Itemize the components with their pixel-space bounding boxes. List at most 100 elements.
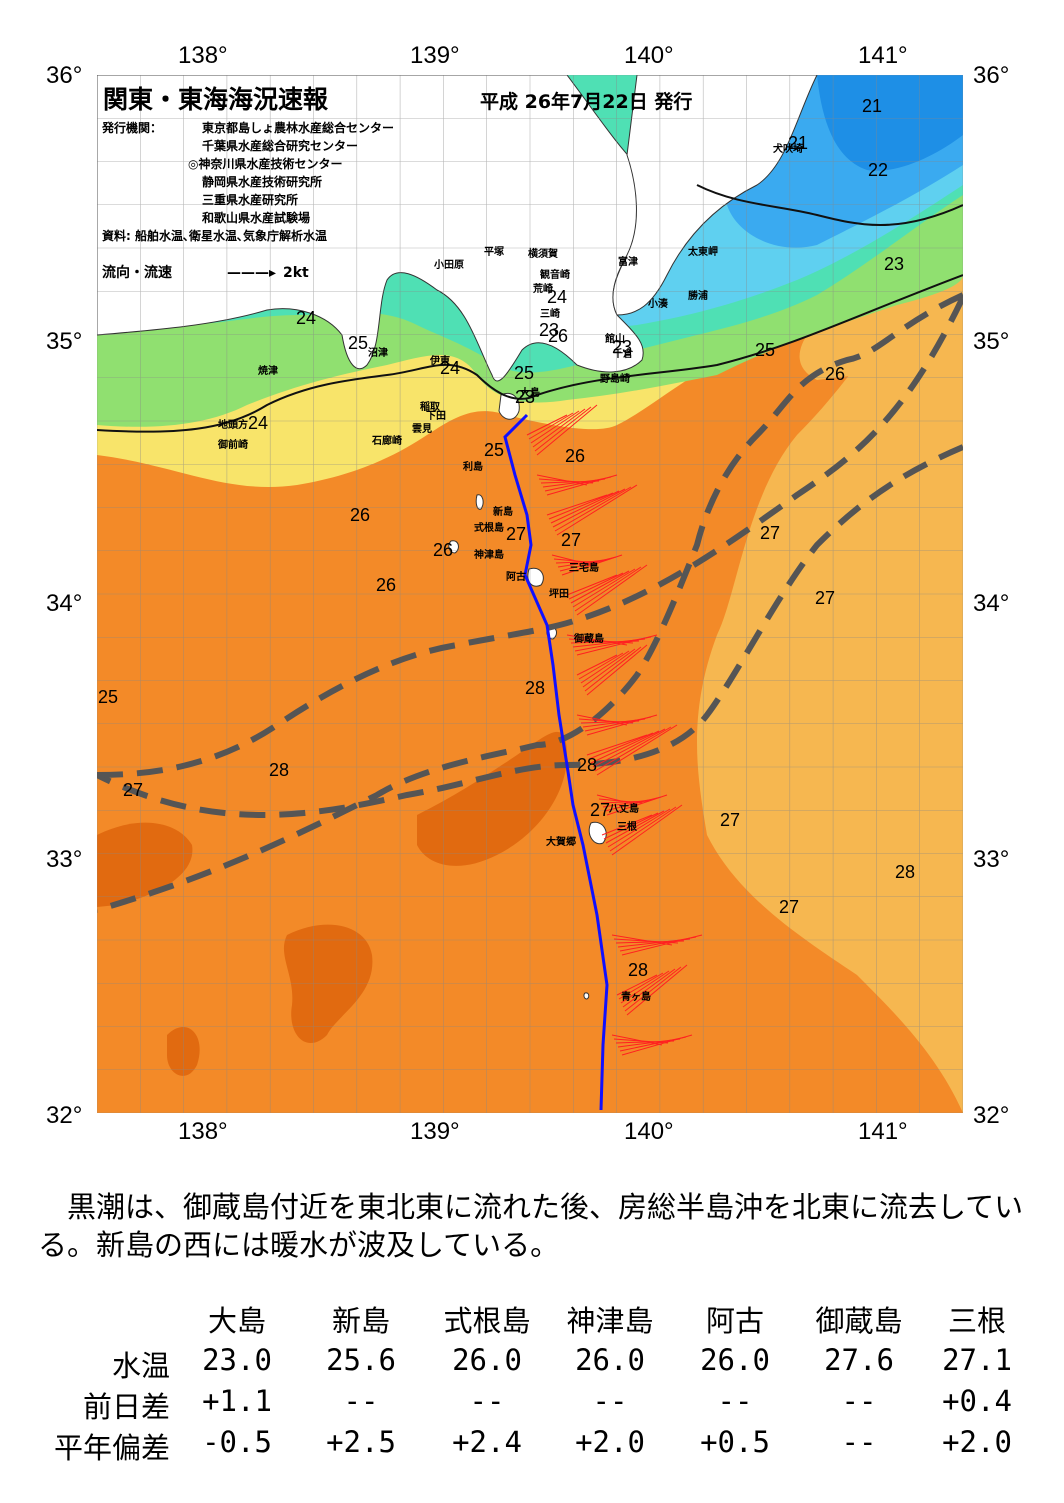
lat-lon-grid [97,75,963,1113]
place-label: 沼津 [368,348,388,359]
map-title: 関東・東海海況速報 [103,85,329,114]
isotherm-label: 27 [590,800,611,820]
place-label: 小湊 [648,299,668,310]
column-header: 式根島 [443,1304,531,1338]
place-label: 富津 [618,257,638,268]
current-vector [606,794,668,816]
current-vector [584,716,652,732]
current-vector [544,476,612,492]
table-cell: 27.1 [942,1343,1012,1377]
isotherm-label: 26 [433,540,454,560]
issuer-2: 千葉県水産総合研究センター [202,139,359,153]
place-label: 八丈島 [609,804,639,815]
isotherm-label: 27 [720,810,741,830]
current-vector [578,652,624,680]
lon-label-139-top: 139° [410,42,460,69]
isotherm-label: 24 [440,358,461,378]
lat-label-33-left: 33° [46,846,83,873]
isotherm-label: 22 [868,160,889,180]
land-aogashima [583,992,590,1000]
place-label: 阿古 [506,572,526,583]
table-cell: 27.6 [824,1343,894,1377]
table-cell: +0.4 [942,1384,1012,1418]
isotherm-label: 27 [815,588,836,608]
place-label: 三宅島 [569,563,599,574]
isotherm-label: 24 [248,413,269,433]
zone-27-east [697,215,963,1113]
place-label: 大島 [520,388,540,399]
current-vector [532,408,586,448]
lon-label-138-top: 138° [178,42,228,69]
lat-label-32-right: 32° [973,1102,1010,1129]
lon-label-141-top: 141° [858,42,908,69]
place-label: 雲見 [412,424,432,435]
lon-label-140-top: 140° [624,42,674,69]
front-line [97,444,963,818]
current-vector [626,964,688,1016]
table-cell: -- [717,1384,753,1418]
place-label: 御蔵島 [574,634,604,645]
current-vector [619,1036,687,1052]
place-label: 式根島 [474,523,504,534]
isotherm-label: 25 [98,687,119,707]
isotherm-line [97,274,963,433]
lat-label-34-right: 34° [973,590,1010,617]
isotherm-label: 23 [515,387,536,407]
front-line [97,295,963,778]
current-vector [528,412,574,440]
place-label: 利島 [463,462,483,473]
current-vector [548,492,614,520]
isotherm-label: 28 [628,960,649,980]
current-vector [618,972,664,1000]
current-vector [551,554,593,566]
table-cell: -- [592,1384,628,1418]
table-cell: 23.0 [202,1343,272,1377]
row-header: 平年偏差 [53,1431,170,1465]
isotherm-label: 28 [895,862,916,882]
place-label: 稲取 [420,402,440,413]
table-cell: 26.0 [452,1343,522,1377]
legend-scale: 2kt [283,265,309,281]
column-header: 大島 [207,1304,266,1338]
current-vector [590,730,660,764]
current-vector [570,570,630,604]
current-vector [561,554,623,576]
isotherm-label: 28 [269,760,290,780]
current-vector [596,724,678,776]
table-cell: -- [469,1384,505,1418]
isotherm-label: 25 [514,363,535,383]
current-vector [586,734,648,756]
isotherm-label: 25 [484,440,505,460]
current-vector [546,494,608,516]
land-kozushima [448,540,459,554]
lon-label-138-bottom: 138° [178,1118,228,1145]
isotherm-label: 27 [123,780,144,800]
isotherm-label: 21 [862,96,883,116]
place-label: 坪田 [549,589,569,600]
current-vector [616,974,658,996]
place-label: 石廊崎 [372,436,402,447]
table-cell: -0.5 [202,1425,272,1459]
isotherm-label: 21 [788,133,809,153]
current-vector [620,970,670,1004]
current-vector [611,1034,663,1046]
summary-text: 黒潮は、御蔵島付近を東北東に流れた後、房総半島沖を北東に流去している。新島の西に… [38,1190,1024,1262]
current-vector [586,644,648,696]
row-header: 水温 [111,1349,170,1383]
current-vector [580,650,630,684]
current-vector [586,714,658,736]
land-izu-oshima [498,392,520,420]
current-vectors [526,404,703,1056]
place-label: 勝浦 [688,291,708,302]
front-line [97,292,963,913]
place-label: 小田原 [434,260,464,271]
isotherm-label: 23 [612,337,633,357]
place-label: 横須賀 [528,249,558,260]
isotherm-label: 26 [565,446,586,466]
isotherm-label: 26 [548,326,569,346]
zone-29-patch [97,822,193,907]
place-label: 三根 [617,822,637,833]
current-vector [566,574,618,596]
current-vector [526,414,568,436]
table-cell: +2.5 [326,1425,396,1459]
